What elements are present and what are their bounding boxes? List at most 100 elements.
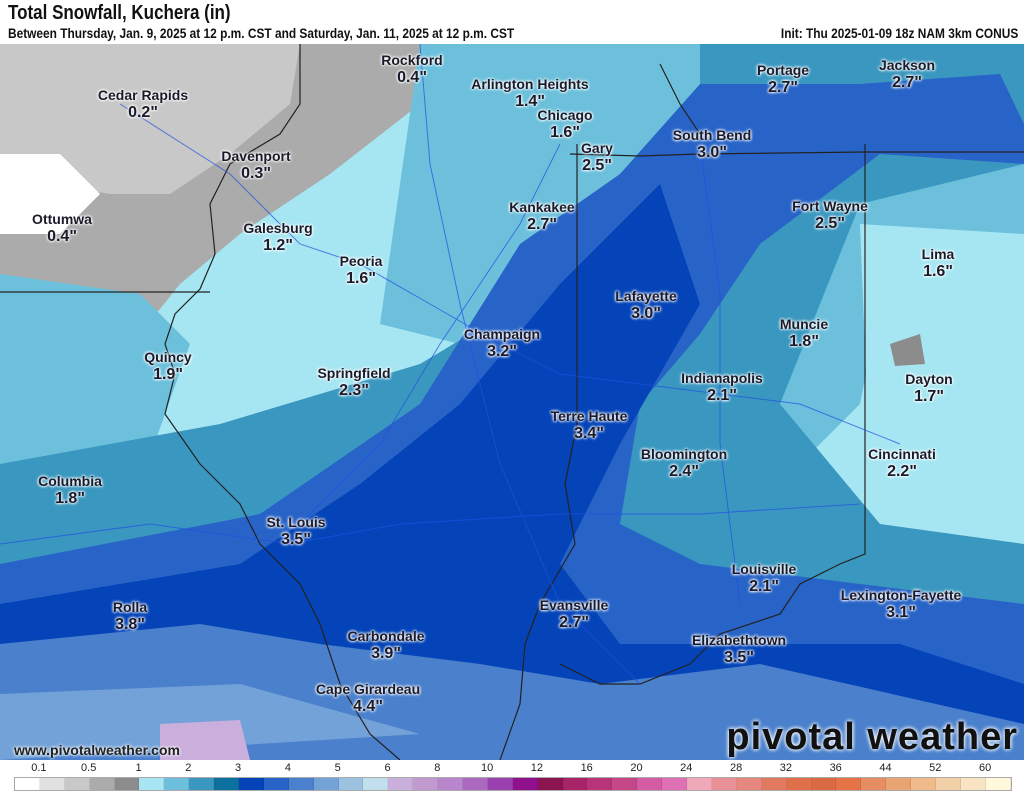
legend-label: 4 (284, 762, 291, 774)
legend-swatch (761, 778, 787, 790)
legend-labels: 0.1 0.5 1 2 3 4 5 6 8 10 12 16 20 24 28 32 36 44 52 60 (0, 762, 1024, 776)
city-label: Lima 1.6" (922, 246, 955, 280)
snowfall-value: 1.6" (550, 124, 580, 141)
snowfall-value: 0.4" (397, 69, 427, 86)
snowfall-value: 3.2" (487, 343, 517, 360)
map-subtitle: Between Thursday, Jan. 9, 2025 at 12 p.m… (8, 25, 515, 41)
legend-swatch (836, 778, 862, 790)
city-name: Springfield (317, 365, 391, 381)
city-label: Cape Girardeau 4.4" (316, 681, 420, 715)
city-label: Chicago 1.6" (537, 107, 592, 141)
snowfall-value: 3.5" (281, 531, 311, 548)
legend-label: 3 (235, 762, 242, 774)
city-label: Elizabethtown 3.5" (692, 632, 786, 666)
city-name: Champaign (463, 326, 541, 342)
legend-swatch (64, 778, 90, 790)
header: Total Snowfall, Kuchera (in) Between Thu… (0, 0, 1024, 44)
legend-swatch (214, 778, 240, 790)
city-label: Bloomington 2.4" (641, 446, 727, 480)
city-name: Lima (921, 246, 955, 262)
legend-label: 5 (334, 762, 341, 774)
watermark: www.pivotalweather.com (14, 742, 180, 758)
legend-swatch (985, 778, 1011, 790)
legend-swatch (139, 778, 165, 790)
snowfall-value: 3.5" (724, 649, 754, 666)
legend-swatch (886, 778, 912, 790)
legend-swatch (39, 778, 65, 790)
city-label: Jackson 2.7" (879, 57, 935, 91)
city-name: Muncie (779, 316, 829, 332)
city-label: Rolla 3.8" (113, 599, 147, 633)
city-label: Lexington-Fayette 3.1" (841, 587, 962, 621)
city-label: Columbia 1.8" (38, 473, 102, 507)
snowfall-value: 3.0" (631, 305, 661, 322)
snowfall-value: 0.2" (128, 104, 158, 121)
legend-swatch (711, 778, 737, 790)
legend-swatch (911, 778, 936, 790)
legend-swatch (811, 778, 837, 790)
city-name: Indianapolis (681, 370, 763, 386)
legend-swatch (612, 778, 638, 790)
snowfall-value: 0.4" (47, 228, 77, 245)
city-label: Terre Haute 3.4" (551, 408, 628, 442)
legend-swatch (662, 778, 688, 790)
legend-swatch (363, 778, 389, 790)
pivotal-weather-logo: pivotal weather (726, 716, 1018, 758)
legend-swatch (114, 778, 140, 790)
legend-swatch (587, 778, 613, 790)
legend-label: 2 (185, 762, 192, 774)
city-name: Lafayette (615, 288, 677, 304)
legend-swatch (263, 778, 289, 790)
legend-label: 1 (135, 762, 142, 774)
snowfall-value: 1.6" (346, 270, 376, 287)
city-label: Galesburg 1.2" (243, 220, 312, 254)
city-name: South Bend (672, 127, 752, 143)
city-name: Rolla (112, 599, 148, 615)
city-name: Ottumwa (32, 211, 92, 227)
legend-swatch (438, 778, 464, 790)
legend-swatch (239, 778, 264, 790)
legend-label: 52 (929, 762, 942, 774)
city-label: Springfield 2.3" (317, 365, 390, 399)
legend-swatch (338, 778, 364, 790)
city-label: Indianapolis 2.1" (681, 370, 763, 404)
snowfall-value: 1.9" (153, 366, 183, 383)
snowfall-value: 3.4" (574, 425, 604, 442)
legend-swatch (687, 778, 712, 790)
legend-swatch (935, 778, 961, 790)
legend-label: 32 (779, 762, 793, 774)
city-label: Davenport 0.3" (221, 148, 290, 182)
city-label: Arlington Heights 1.4" (471, 76, 588, 110)
city-label: Quincy 1.9" (144, 349, 191, 383)
city-label: Peoria 1.6" (340, 253, 383, 287)
city-name: Terre Haute (550, 408, 628, 424)
city-name: Davenport (221, 148, 291, 164)
snowfall-value: 1.6" (923, 263, 953, 280)
city-name: Columbia (38, 473, 102, 489)
snowfall-value: 2.7" (559, 614, 589, 631)
city-name: Arlington Heights (471, 76, 589, 92)
snowfall-value: 2.3" (339, 382, 369, 399)
city-label: Portage 2.7" (757, 62, 809, 96)
legend-swatch (463, 778, 488, 790)
city-label: Muncie 1.8" (780, 316, 828, 350)
legend-label: 44 (879, 762, 892, 774)
legend-label: 24 (680, 762, 693, 774)
city-name: Peoria (339, 253, 383, 269)
city-name: Jackson (878, 57, 936, 73)
color-legend: 0.1 0.5 1 2 3 4 5 6 8 10 12 16 20 24 28 32 36 44 52 60 (0, 760, 1024, 791)
city-name: Louisville (731, 561, 797, 577)
snowfall-value: 4.4" (353, 698, 383, 715)
city-name: Dayton (905, 371, 953, 387)
city-name: Elizabethtown (691, 632, 787, 648)
city-label: South Bend 3.0" (673, 127, 752, 161)
city-name: Bloomington (640, 446, 728, 462)
legend-label: 20 (630, 762, 643, 774)
legend-swatch (487, 778, 513, 790)
city-label: Lafayette 3.0" (615, 288, 676, 322)
legend-label: 8 (434, 762, 441, 774)
snowfall-value: 1.8" (789, 333, 819, 350)
legend-swatch (288, 778, 314, 790)
snowfall-value: 2.5" (582, 157, 612, 174)
snowfall-field (0, 43, 1024, 761)
